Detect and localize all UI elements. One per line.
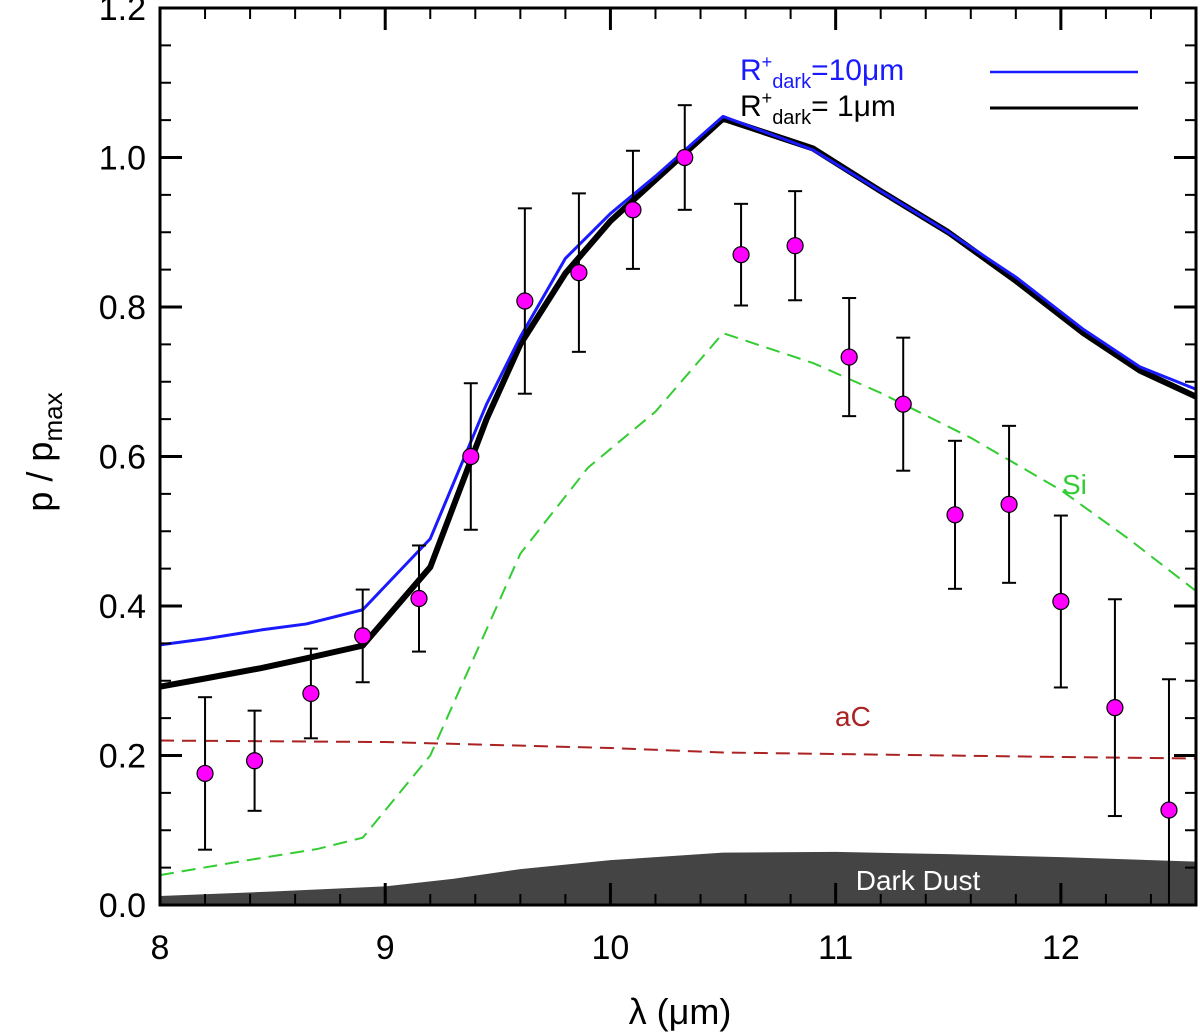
data-point [732,246,750,264]
plot-frame [158,6,1198,907]
y-tick-label: 1.2 [99,0,146,28]
x-tick-label: 11 [818,929,853,967]
data-point [786,237,804,255]
data-point [840,348,858,366]
dark-dust-label: Dark Dust [856,865,981,896]
data-point [410,589,428,608]
data-point [1106,699,1124,717]
x-tick-label: 10 [592,929,630,967]
data-point [624,201,642,219]
data-point [894,395,912,413]
ac-label: aC [835,701,871,732]
model-line-1um [160,115,1196,690]
data-point [570,264,588,282]
data-point [462,447,480,466]
plot-area [160,104,1196,905]
x-axis-label: λ (μm) [629,991,732,1032]
data-point [1160,801,1178,819]
data-point [946,506,964,524]
x-tick-label: 9 [376,929,395,967]
si-dashed-line [160,332,1196,877]
data-point [354,627,372,645]
axes [158,6,1198,907]
si-label: Si [1062,469,1087,500]
y-tick-label: 0.8 [99,289,146,327]
y-tick-label: 0.4 [99,588,146,626]
y-tick-label: 0.6 [99,439,146,477]
legend-label: R+dark=10μm [740,52,904,93]
data-point [1000,495,1018,513]
y-axis-label: p / pmax [19,392,68,511]
data-point [516,292,534,310]
data-point [196,764,214,783]
y-tick-label: 0.2 [99,738,146,776]
x-tick-label: 12 [1042,929,1080,967]
svg-text:p / pmax: p / pmax [19,392,68,511]
y-tick-label: 0.0 [99,887,146,925]
data-point [302,684,320,703]
ac-dashed-line [160,739,1196,760]
ticks: 8 9 10 11 12 0.0 0.2 0.4 0.6 0.8 1.0 1.2 [99,0,1197,967]
data-point [245,752,264,770]
model-line-10um [160,114,1196,647]
y-tick-label: 1.0 [99,140,146,178]
dark-dust-area [160,851,1196,905]
legend-label: R+dark= 1μm [740,88,896,129]
x-tick-label: 8 [151,929,170,967]
data-point [1052,592,1070,611]
data-point [676,148,694,167]
